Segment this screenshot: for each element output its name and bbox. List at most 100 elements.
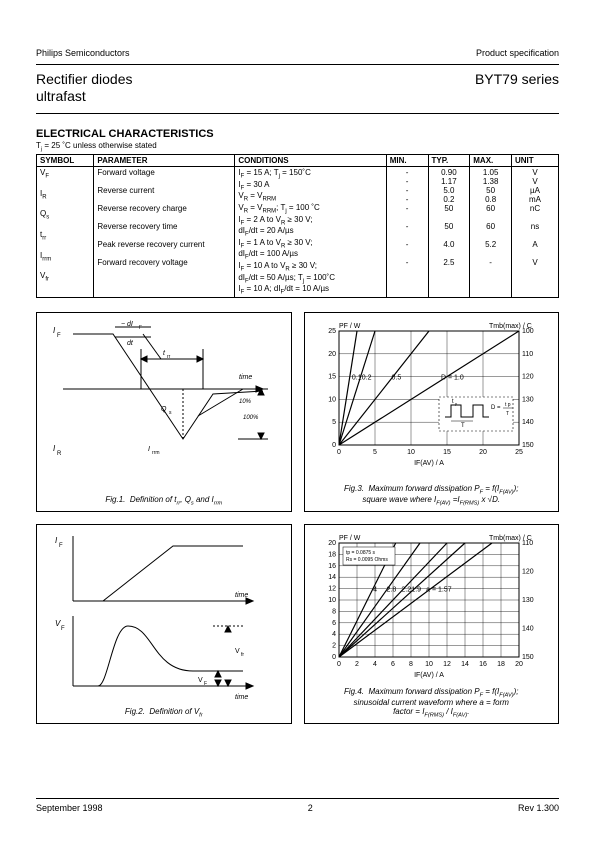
svg-text:20: 20	[328, 540, 336, 547]
svg-text:130: 130	[522, 597, 534, 604]
svg-text:12: 12	[443, 661, 451, 668]
svg-text:0.5: 0.5	[391, 374, 401, 381]
cell-unit: VVµAmAnCnsAV	[512, 167, 559, 298]
fig3-svg: 051015202505101520251001101201301401500.…	[311, 319, 547, 487]
svg-text:F: F	[57, 333, 61, 339]
svg-text:16: 16	[328, 563, 336, 570]
table-header-row: SYMBOL PARAMETER CONDITIONS MIN. TYP. MA…	[37, 155, 559, 167]
svg-text:T: T	[461, 423, 465, 429]
svg-text:8: 8	[409, 661, 413, 668]
doctype: Product specification	[476, 48, 559, 58]
svg-text:R: R	[57, 451, 62, 457]
fig2-caption: Fig.2. Definition of Vfr	[37, 708, 291, 719]
svg-text:2: 2	[355, 661, 359, 668]
svg-text:4: 4	[373, 661, 377, 668]
footer-rev: Rev 1.300	[518, 803, 559, 813]
svg-text:2: 2	[332, 642, 336, 649]
svg-text:14: 14	[328, 574, 336, 581]
svg-text:rrm: rrm	[152, 450, 160, 456]
svg-text:rr: rr	[167, 354, 171, 360]
svg-text:6: 6	[332, 620, 336, 627]
svg-text:140: 140	[522, 625, 534, 632]
svg-text:time: time	[235, 592, 248, 599]
svg-text:5: 5	[332, 419, 336, 426]
section-heading: ELECTRICAL CHARACTERISTICS	[36, 128, 559, 140]
svg-text:IF(AV) / A: IF(AV) / A	[414, 460, 444, 467]
fig3-box: 051015202505101520251001101201301401500.…	[304, 312, 560, 512]
footer-page: 2	[308, 803, 313, 813]
cell-conditions: IF = 15 A; Tj = 150˚C IF = 30 A VR = VRR…	[235, 167, 386, 298]
product-name: Rectifier diodes ultrafast	[36, 71, 133, 105]
th-parameter: PARAMETER	[94, 155, 235, 167]
svg-text:0: 0	[332, 442, 336, 449]
th-min: MIN.	[386, 155, 428, 167]
svg-text:25: 25	[328, 328, 336, 335]
title-bar: Rectifier diodes ultrafast BYT79 series	[36, 64, 559, 114]
svg-text:0: 0	[337, 449, 341, 456]
svg-text:5: 5	[373, 449, 377, 456]
svg-text:t p: t p	[505, 402, 511, 408]
svg-text:F: F	[59, 543, 63, 549]
svg-text:Tmb(max) / C: Tmb(max) / C	[489, 323, 532, 330]
svg-text:Q: Q	[161, 406, 167, 413]
company: Philips Semiconductors	[36, 48, 130, 58]
cell-max: 1.051.38500.860605.2-	[470, 167, 512, 298]
svg-text:time: time	[235, 694, 248, 699]
page-header: Philips Semiconductors Product specifica…	[36, 48, 559, 58]
svg-text:2.8: 2.8	[386, 586, 396, 593]
svg-text:25: 25	[515, 449, 523, 456]
svg-text:IF(AV) / A: IF(AV) / A	[414, 672, 444, 679]
svg-text:140: 140	[522, 419, 534, 426]
fig4-svg: 0246810121416182002468101214161820110120…	[311, 531, 547, 699]
svg-text:16: 16	[479, 661, 487, 668]
svg-text:8: 8	[332, 608, 336, 615]
svg-text:D =: D =	[491, 405, 501, 411]
svg-text:10%: 10%	[239, 399, 252, 405]
svg-text:15: 15	[328, 373, 336, 380]
th-symbol: SYMBOL	[37, 155, 94, 167]
th-conditions: CONDITIONS	[235, 155, 386, 167]
svg-text:PF / W: PF / W	[339, 323, 361, 330]
svg-text:I: I	[55, 536, 58, 545]
svg-text:150: 150	[522, 442, 534, 449]
svg-text:15: 15	[443, 449, 451, 456]
svg-text:a = 1.57: a = 1.57	[426, 586, 452, 593]
product-name-l1: Rectifier diodes	[36, 71, 133, 88]
svg-text:Tmb(max) / C: Tmb(max) / C	[489, 535, 532, 542]
svg-text:1.9: 1.9	[411, 586, 421, 593]
cell-symbol: VF IR Qs trr Irrm Vfr	[37, 167, 94, 298]
page-footer: September 1998 2 Rev 1.300	[36, 798, 559, 813]
svg-text:0.2: 0.2	[361, 374, 371, 381]
cell-parameter: Forward voltage Reverse current Reverse …	[94, 167, 235, 298]
section-note: Tj = 25 ˚C unless otherwise stated	[36, 141, 559, 153]
footer-date: September 1998	[36, 803, 103, 813]
svg-text:100%: 100%	[243, 415, 259, 421]
svg-text:dt: dt	[127, 340, 134, 347]
svg-text:D = 1.0: D = 1.0	[441, 374, 464, 381]
th-unit: UNIT	[512, 155, 559, 167]
electrical-table: SYMBOL PARAMETER CONDITIONS MIN. TYP. MA…	[36, 154, 559, 298]
fig1-svg: IF IR − dIF dt trr Qs Irrm time 10% 100%	[43, 319, 273, 479]
fig4-box: 0246810121416182002468101214161820110120…	[304, 524, 560, 724]
svg-text:2.2: 2.2	[401, 586, 411, 593]
svg-text:fr: fr	[241, 652, 244, 658]
svg-text:20: 20	[328, 351, 336, 358]
svg-text:T: T	[506, 411, 509, 417]
svg-text:I: I	[148, 446, 150, 453]
svg-text:10: 10	[328, 396, 336, 403]
svg-text:10: 10	[425, 661, 433, 668]
svg-text:t: t	[163, 350, 166, 357]
svg-text:PF / W: PF / W	[339, 535, 361, 542]
fig2-svg: IF VF time time Vfr VF	[43, 531, 273, 699]
svg-text:110: 110	[522, 351, 533, 358]
svg-text:time: time	[239, 374, 252, 381]
svg-text:18: 18	[328, 551, 336, 558]
svg-text:6: 6	[391, 661, 395, 668]
svg-text:4: 4	[332, 631, 336, 638]
svg-text:F: F	[139, 325, 142, 331]
svg-text:s: s	[169, 410, 172, 416]
svg-text:0: 0	[332, 654, 336, 661]
svg-text:tp = 0.0875 s: tp = 0.0875 s	[346, 550, 376, 556]
svg-text:14: 14	[461, 661, 469, 668]
svg-text:120: 120	[522, 373, 534, 380]
